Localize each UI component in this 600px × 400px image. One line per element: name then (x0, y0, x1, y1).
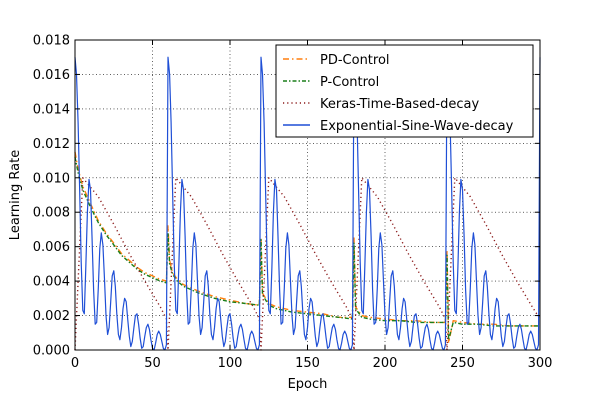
y-tick-label: 0.016 (33, 68, 70, 83)
x-tick-label: 200 (373, 356, 398, 371)
x-tick-label: 250 (450, 356, 475, 371)
legend-label-exponential-sine-wave-decay: Exponential-Sine-Wave-decay (320, 119, 514, 134)
x-tick-label: 150 (295, 356, 320, 371)
legend-box (275, 44, 534, 138)
legend-label-p-control: P-Control (320, 75, 379, 90)
x-tick-label: 50 (144, 356, 161, 371)
y-tick-label: 0.008 (33, 206, 70, 221)
x-tick-label: 100 (218, 356, 243, 371)
x-tick-label: 300 (528, 356, 553, 371)
legend-label-pd-control: PD-Control (320, 53, 390, 68)
x-axis-label: Epoch (288, 377, 328, 392)
y-tick-label: 0.002 (33, 309, 70, 324)
y-tick-label: 0.010 (33, 171, 70, 186)
y-tick-label: 0.018 (33, 34, 70, 49)
y-tick-label: 0.004 (33, 275, 70, 290)
ticks: 0 50 100 150 200 250 300 0.000 0.002 0.004 0.006 0.… (33, 34, 553, 372)
y-axis-label: Learning Rate (8, 150, 23, 240)
y-tick-label: 0.012 (33, 137, 70, 152)
series-line-p-control (74, 156, 540, 341)
y-tick-label: 0.000 (33, 344, 70, 359)
legend-label-keras-time-based-decay: Keras-Time-Based-decay (320, 97, 479, 112)
legend: PD-Control P-Control Keras-Time-Based-deca… (275, 44, 534, 138)
y-tick-label: 0.014 (33, 102, 70, 117)
y-tick-label: 0.006 (33, 240, 70, 255)
x-tick-label: 0 (71, 356, 79, 371)
